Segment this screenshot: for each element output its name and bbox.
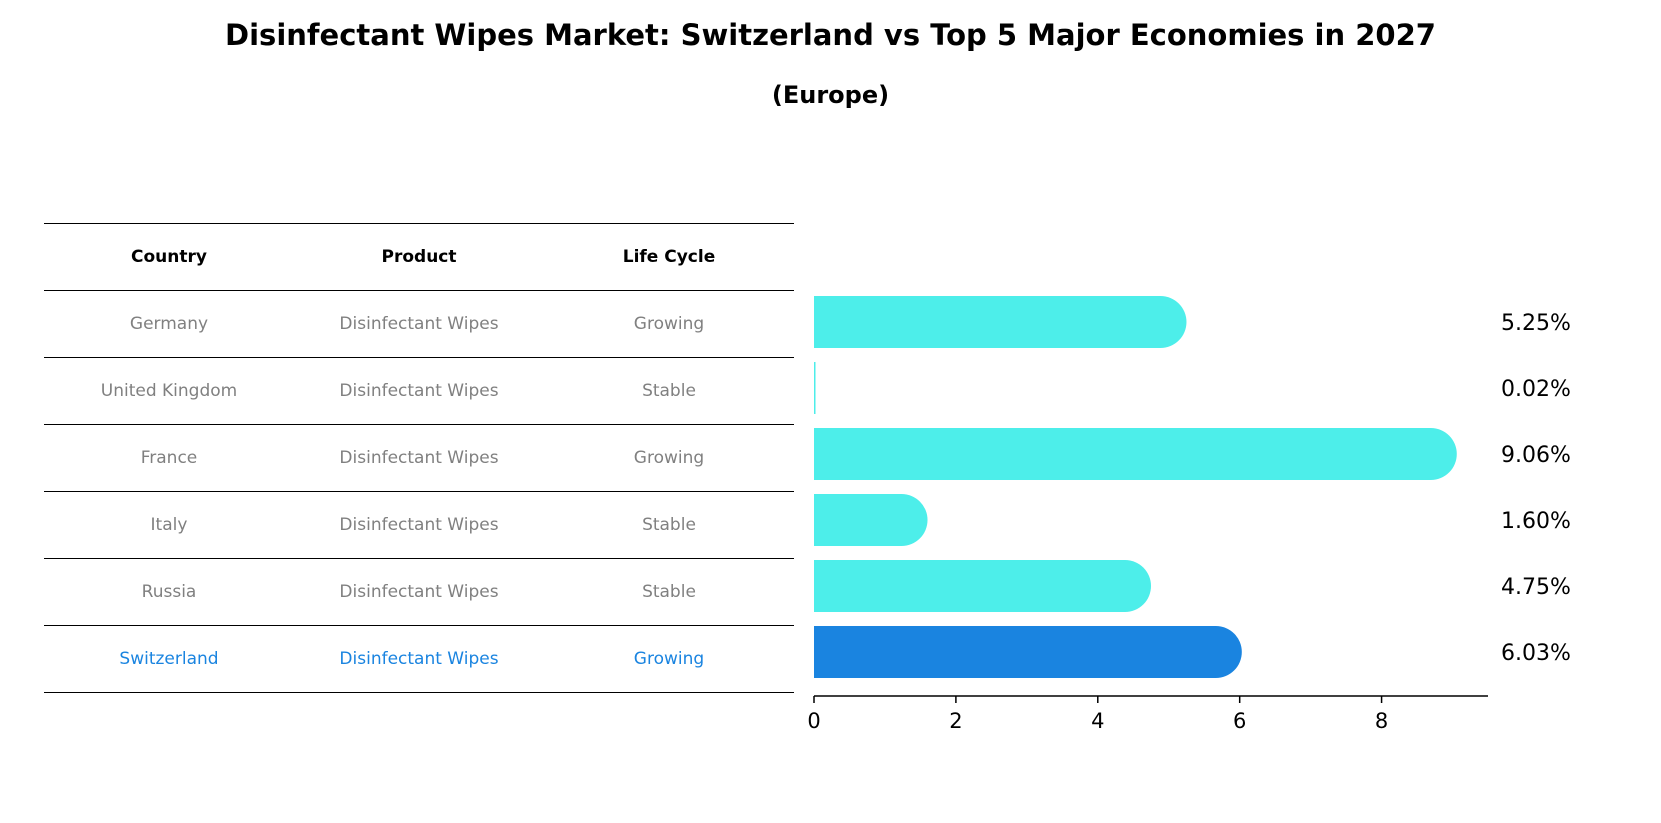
bar-value-label: 0.02% [1501, 377, 1571, 402]
bar [814, 626, 1242, 678]
product-cell: Disinfectant Wipes [339, 515, 499, 535]
country-cell: Switzerland [119, 649, 219, 669]
bar-value-label: 4.75% [1501, 575, 1571, 600]
country-cell: Russia [141, 582, 197, 602]
bar [814, 362, 816, 414]
chart-subtitle: (Europe) [771, 81, 890, 109]
country-cell: Italy [150, 515, 188, 535]
x-tick-label: 0 [807, 709, 820, 733]
bar-value-label: 5.25% [1501, 311, 1571, 336]
bar [814, 296, 1187, 348]
table-row: United Kingdom Disinfectant Wipes Stable [44, 357, 794, 424]
bar-value-label: 6.03% [1501, 641, 1571, 666]
product-cell: Disinfectant Wipes [339, 448, 499, 468]
table-row-highlighted: Switzerland Disinfectant Wipes Growing [44, 625, 794, 693]
bar-value-label: 1.60% [1501, 509, 1571, 534]
table-header-row: Country Product Life Cycle [44, 223, 794, 290]
header-product: Product [381, 247, 457, 267]
product-cell: Disinfectant Wipes [339, 582, 499, 602]
life-cycle-cell: Growing [633, 448, 705, 468]
bar-value-label: 9.06% [1501, 443, 1571, 468]
life-cycle-cell: Growing [633, 314, 705, 334]
x-tick-label: 6 [1233, 709, 1246, 733]
header-life-cycle: Life Cycle [622, 247, 716, 267]
chart-title: Disinfectant Wipes Market: Switzerland v… [225, 18, 1436, 52]
table-row: Russia Disinfectant Wipes Stable [44, 558, 794, 625]
country-cell: United Kingdom [100, 381, 238, 401]
table-row: Germany Disinfectant Wipes Growing [44, 290, 794, 357]
product-cell: Disinfectant Wipes [339, 381, 499, 401]
life-cycle-cell: Stable [642, 582, 696, 602]
product-cell: Disinfectant Wipes [339, 314, 499, 334]
table-row: France Disinfectant Wipes Growing [44, 424, 794, 491]
life-cycle-cell: Stable [642, 515, 696, 535]
bar [814, 494, 928, 546]
header-country: Country [131, 247, 207, 267]
table-row: Italy Disinfectant Wipes Stable [44, 491, 794, 558]
life-cycle-cell: Growing [633, 649, 705, 669]
product-cell: Disinfectant Wipes [339, 649, 499, 669]
life-cycle-cell: Stable [642, 381, 696, 401]
data-table: Country Product Life Cycle Germany Disin… [44, 223, 794, 693]
x-tick-label: 8 [1375, 709, 1388, 733]
x-tick-label: 2 [949, 709, 962, 733]
country-cell: France [140, 448, 198, 468]
country-cell: Germany [129, 314, 209, 334]
x-tick-label: 4 [1091, 709, 1104, 733]
bar [814, 428, 1457, 480]
bar [814, 560, 1151, 612]
